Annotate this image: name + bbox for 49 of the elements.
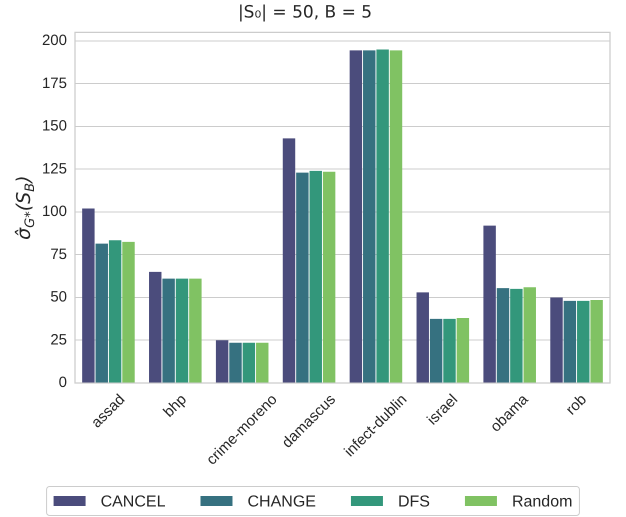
bar xyxy=(256,342,268,382)
bar xyxy=(282,138,296,382)
bar xyxy=(122,242,135,382)
bar xyxy=(296,172,309,382)
bar xyxy=(310,170,322,382)
bar xyxy=(229,342,242,382)
bar xyxy=(376,50,389,382)
legend-label: Random xyxy=(512,493,572,510)
bar xyxy=(390,50,402,382)
y-tick-label: 150 xyxy=(42,118,67,135)
bar xyxy=(96,244,108,382)
y-tick-label: 50 xyxy=(50,288,67,306)
legend-label: CHANGE xyxy=(247,493,316,510)
bar xyxy=(416,292,429,382)
y-axis-title: σ̂G*(SB) xyxy=(13,175,38,240)
bar xyxy=(456,318,470,382)
y-tick-label: 0 xyxy=(58,374,67,392)
bar xyxy=(550,297,563,382)
legend-label: CANCEL xyxy=(100,493,166,510)
bar xyxy=(590,300,603,382)
bar xyxy=(189,278,202,382)
x-tick-label: bhp xyxy=(160,391,190,421)
bar xyxy=(149,272,162,382)
bar xyxy=(363,50,376,382)
bar xyxy=(430,318,442,382)
bar xyxy=(176,278,188,382)
bar xyxy=(510,288,523,382)
chart-title: |S₀| = 50, B = 5 xyxy=(238,2,372,23)
y-tick-label: 175 xyxy=(42,74,67,92)
y-tick-label: 75 xyxy=(50,246,67,263)
bar xyxy=(496,288,510,382)
y-tick-label: 125 xyxy=(42,160,67,178)
y-tick-label: 25 xyxy=(50,331,67,348)
bar xyxy=(443,318,456,382)
x-tick-label: rob xyxy=(562,391,590,418)
bar xyxy=(577,300,590,382)
bar xyxy=(162,278,175,382)
y-tick-label: 100 xyxy=(42,203,67,220)
bar xyxy=(483,226,496,382)
bar xyxy=(108,240,122,382)
bar xyxy=(524,287,536,382)
legend-label: DFS xyxy=(398,493,430,510)
bar xyxy=(242,342,256,382)
bar xyxy=(350,50,362,382)
bar xyxy=(322,172,336,382)
y-tick-label: 200 xyxy=(42,32,67,50)
bar xyxy=(216,340,228,382)
bar xyxy=(82,208,95,382)
bar xyxy=(564,300,576,382)
